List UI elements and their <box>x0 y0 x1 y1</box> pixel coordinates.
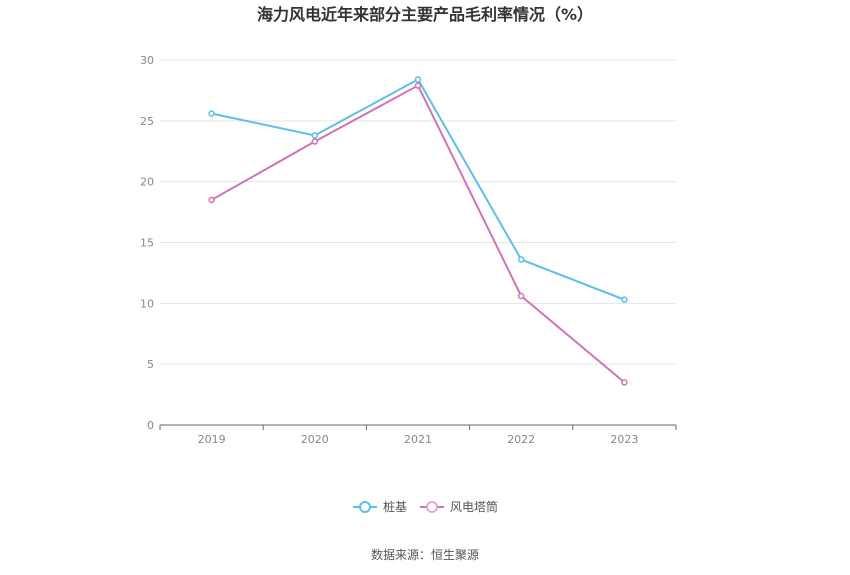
legend-label-wind-tower: 风电塔筒 <box>450 499 498 514</box>
y-tick-label: 20 <box>140 176 154 189</box>
x-tick-label: 2023 <box>610 433 638 446</box>
legend-item-wind-tower[interactable]: 风电塔筒 <box>420 499 498 514</box>
legend-label-pile-foundation: 桩基 <box>383 499 407 514</box>
x-tick-label: 2021 <box>404 433 432 446</box>
legend[interactable]: 桩基 风电塔筒 <box>353 499 498 514</box>
series <box>208 76 628 386</box>
y-tick-label: 10 <box>140 297 154 310</box>
data-point[interactable] <box>208 196 215 204</box>
grid-lines <box>160 59 676 365</box>
data-point[interactable] <box>621 296 628 303</box>
legend-marker-wind-tower <box>426 501 438 513</box>
y-tick-label: 30 <box>140 54 154 67</box>
legend-item-pile-foundation[interactable]: 桩基 <box>353 499 407 514</box>
x-tick-label: 2022 <box>507 433 535 446</box>
series-line-0 <box>211 78 625 301</box>
data-point[interactable] <box>621 379 628 386</box>
x-axis-ticks: 2019 2020 2021 2022 2023 <box>198 433 639 446</box>
y-tick-label: 15 <box>140 237 154 250</box>
data-point[interactable] <box>208 110 215 117</box>
data-point[interactable] <box>311 132 319 139</box>
legend-marker-pile-foundation <box>359 501 371 513</box>
series-line-1 <box>211 84 626 384</box>
y-tick-label: 0 <box>147 419 154 432</box>
data-source-note: 数据来源：恒生聚源 <box>371 547 479 562</box>
data-point[interactable] <box>414 82 422 89</box>
x-tick-label: 2020 <box>301 433 329 446</box>
chart-title: 海力风电近年来部分主要产品毛利率情况（%） <box>257 5 593 24</box>
y-tick-label: 5 <box>147 358 154 371</box>
y-tick-label: 25 <box>140 115 154 128</box>
data-point[interactable] <box>414 76 422 83</box>
data-point[interactable] <box>517 256 525 263</box>
x-tick-label: 2019 <box>198 433 226 446</box>
data-point[interactable] <box>311 138 319 145</box>
y-axis-ticks: 0 5 10 15 20 25 30 <box>140 54 154 432</box>
data-point[interactable] <box>517 292 525 300</box>
axes <box>159 424 677 430</box>
